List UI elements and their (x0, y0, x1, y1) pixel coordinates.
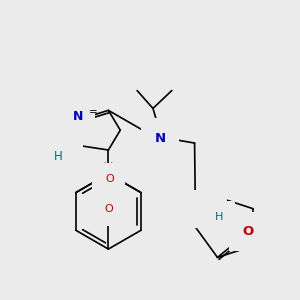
Text: O: O (105, 174, 114, 184)
Text: O: O (243, 225, 254, 238)
Text: O: O (103, 174, 112, 184)
Text: H: H (53, 150, 62, 164)
Text: N: N (61, 142, 71, 154)
Text: N: N (204, 202, 215, 215)
Text: O: O (104, 204, 113, 214)
Text: N: N (73, 110, 83, 123)
Text: N: N (154, 132, 166, 145)
Text: =: = (89, 107, 98, 117)
Text: H: H (215, 212, 223, 222)
